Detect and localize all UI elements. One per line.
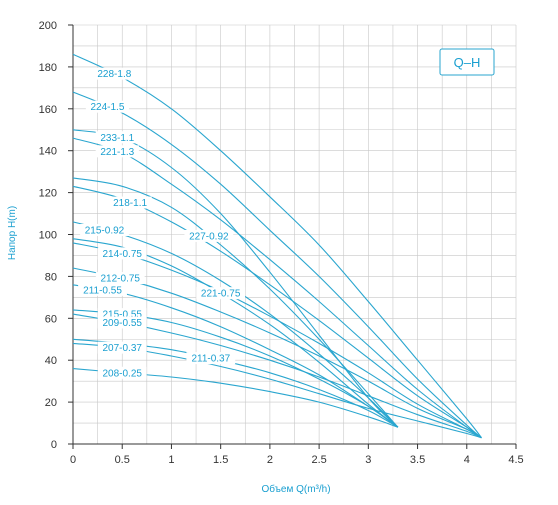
curve-labels: 228-1.8 224-1.5 233-1.1 221-1.3 218-1.1 227-0… <box>78 67 246 379</box>
curve-label-215-0-92: 215-0.92 <box>85 225 125 236</box>
x-tick-label: 0.5 <box>115 454 130 466</box>
y-tick-label: 0 <box>51 439 57 451</box>
x-tick-label: 2.5 <box>311 454 326 466</box>
curve-207-0-37 <box>72 342 482 439</box>
x-tick-label: 4 <box>464 454 470 466</box>
curve-label-233-1-1: 233-1.1 <box>100 133 134 144</box>
curve-label-214-0-75: 214-0.75 <box>102 249 142 260</box>
curve-label-207-0-37: 207-0.37 <box>102 343 142 354</box>
curve-label-211-0-55: 211-0.55 <box>83 285 122 296</box>
legend-box <box>439 48 495 76</box>
curve-224-1-5 <box>72 91 482 439</box>
curve-label-bg <box>97 366 147 379</box>
curve-label-bg <box>108 196 152 209</box>
curve-label-bg <box>97 247 147 260</box>
curve-label-bg <box>95 145 139 158</box>
x-tick-label: 0 <box>70 454 76 466</box>
y-tick-label: 40 <box>45 355 57 367</box>
curve-218-1-1 <box>72 185 482 439</box>
curve-label-bg <box>85 100 130 113</box>
curve-label-bg <box>95 131 139 144</box>
curve-214-0-75 <box>72 242 482 439</box>
curve-228-1-8 <box>72 53 482 439</box>
y-tick-label: 20 <box>45 397 57 409</box>
curve-label-228-1-8: 228-1.8 <box>97 69 131 80</box>
curve-label-208-0-25: 208-0.25 <box>102 368 142 379</box>
curves <box>72 53 482 439</box>
curve-212-0-75 <box>72 267 482 439</box>
curve-label-bg <box>184 229 234 242</box>
y-tick-label: 60 <box>45 313 57 325</box>
y-tick-label: 180 <box>39 62 57 74</box>
y-tick-label: 80 <box>45 271 57 283</box>
y-tick-label: 120 <box>39 188 57 200</box>
y-axis-title: Напор H(m) <box>7 206 18 260</box>
curve-label-bg <box>97 316 147 329</box>
x-tick-label: 3 <box>365 454 371 466</box>
curve-label-211-0-37: 211-0.37 <box>191 354 230 365</box>
curve-221-1-3 <box>72 137 482 439</box>
curve-label-bg <box>92 67 136 80</box>
curve-label-224-1-5: 224-1.5 <box>90 102 124 113</box>
x-tick-label: 4.5 <box>508 454 523 466</box>
curve-209-0-55 <box>72 313 482 439</box>
y-tick-label: 140 <box>39 146 57 158</box>
axes: 0 0.5 1 1.5 2 2.5 3 3.5 4 4.5 0 20 40 60 80 100 120 140 16… <box>39 20 524 466</box>
curve-label-218-1-1: 218-1.1 <box>113 198 147 209</box>
y-tick-label: 100 <box>39 230 57 242</box>
curve-label-215-0-55: 215-0.55 <box>102 310 142 321</box>
curve-label-221-0-75: 221-0.75 <box>201 289 241 300</box>
x-tick-label: 2 <box>267 454 273 466</box>
curve-label-212-0-75: 212-0.75 <box>101 274 141 285</box>
curve-label-221-1-3: 221-1.3 <box>100 147 134 158</box>
curve-label-bg <box>97 341 147 354</box>
x-tick-label: 1.5 <box>213 454 228 466</box>
curve-label-227-0-92: 227-0.92 <box>189 231 229 242</box>
curve-label-bg <box>196 287 246 300</box>
x-tick-label: 3.5 <box>410 454 425 466</box>
curve-label-209-0-55: 209-0.55 <box>102 318 142 329</box>
y-tick-label: 160 <box>39 104 57 116</box>
curve-label-bg <box>186 352 236 365</box>
legend-tag: Q–H <box>454 55 481 70</box>
curve-label-bg <box>80 223 129 236</box>
curve-label-bg <box>95 272 145 285</box>
x-tick-label: 1 <box>168 454 174 466</box>
curve-label-bg <box>78 283 127 296</box>
y-tick-label: 200 <box>39 20 57 32</box>
x-axis-title: Объем Q(m³/h) <box>261 483 330 495</box>
